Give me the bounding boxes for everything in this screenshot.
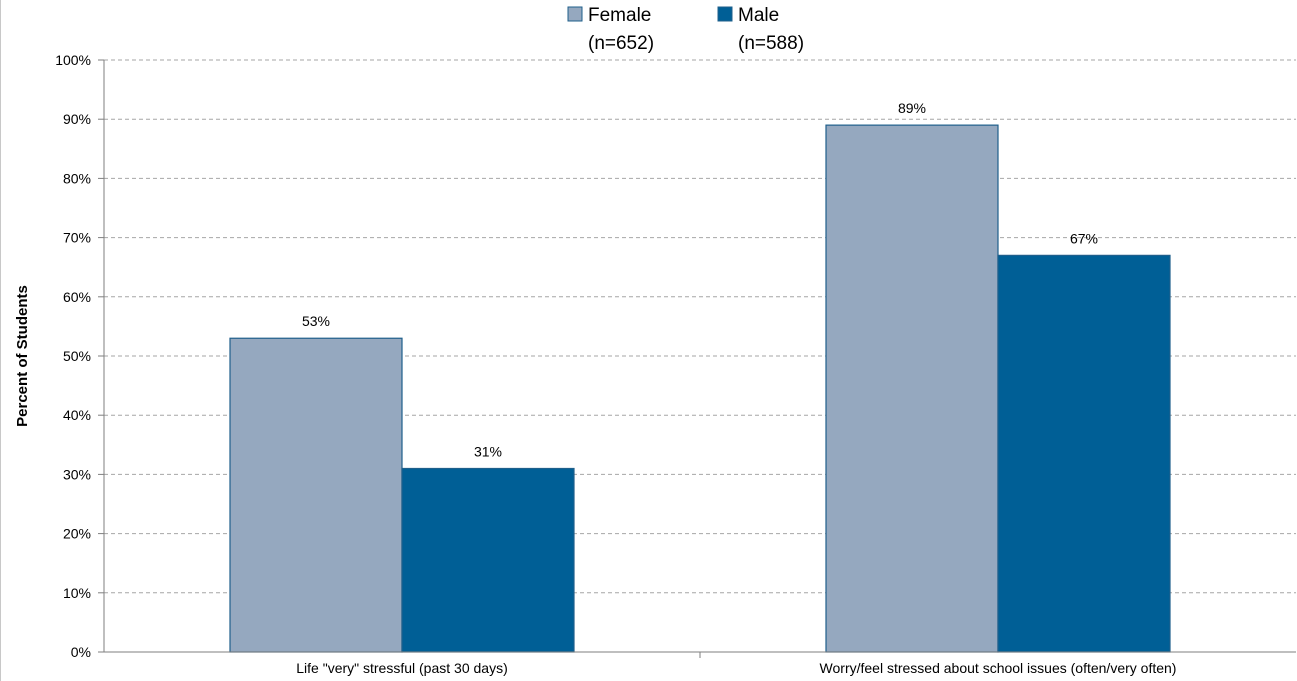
legend: Female (n=652) Male (n=588) (567, 5, 804, 54)
y-tick-label: 70% (63, 230, 91, 246)
axes (98, 59, 1296, 658)
y-tick-label: 0% (71, 644, 91, 660)
data-label: 67% (1070, 230, 1098, 246)
y-tick-label: 80% (63, 170, 91, 186)
legend-label: Female (588, 5, 651, 26)
y-tick-label: 40% (63, 407, 91, 423)
legend-sublabel: (n=652) (588, 33, 654, 54)
y-tick-label: 100% (55, 52, 91, 68)
y-tick-label: 90% (63, 111, 91, 127)
bar (229, 337, 403, 653)
bar (825, 124, 999, 653)
y-tick-label: 20% (63, 526, 91, 542)
y-tick-label: 30% (63, 466, 91, 482)
x-category-label: Worry/feel stressed about school issues … (820, 660, 1177, 676)
legend-sublabel: (n=588) (738, 33, 804, 54)
bar (401, 467, 575, 653)
data-label: 53% (302, 313, 330, 329)
legend-label: Male (738, 5, 779, 26)
y-tick-label: 50% (63, 348, 91, 364)
legend-swatch (717, 6, 733, 22)
data-label: 31% (474, 443, 502, 459)
x-category-label: Life "very" stressful (past 30 days) (296, 660, 507, 676)
y-axis-title: Percent of Students (14, 285, 31, 427)
y-tick-label: 60% (63, 289, 91, 305)
y-tick-label: 10% (63, 585, 91, 601)
bar (997, 254, 1171, 653)
legend-swatch (567, 6, 583, 22)
data-label: 89% (898, 100, 926, 116)
bars (229, 124, 1171, 653)
labels: 0% 10% 20% 30% 40% 50% 60% 70% 80% 90% 100% 53% 31% L… (14, 52, 1176, 676)
